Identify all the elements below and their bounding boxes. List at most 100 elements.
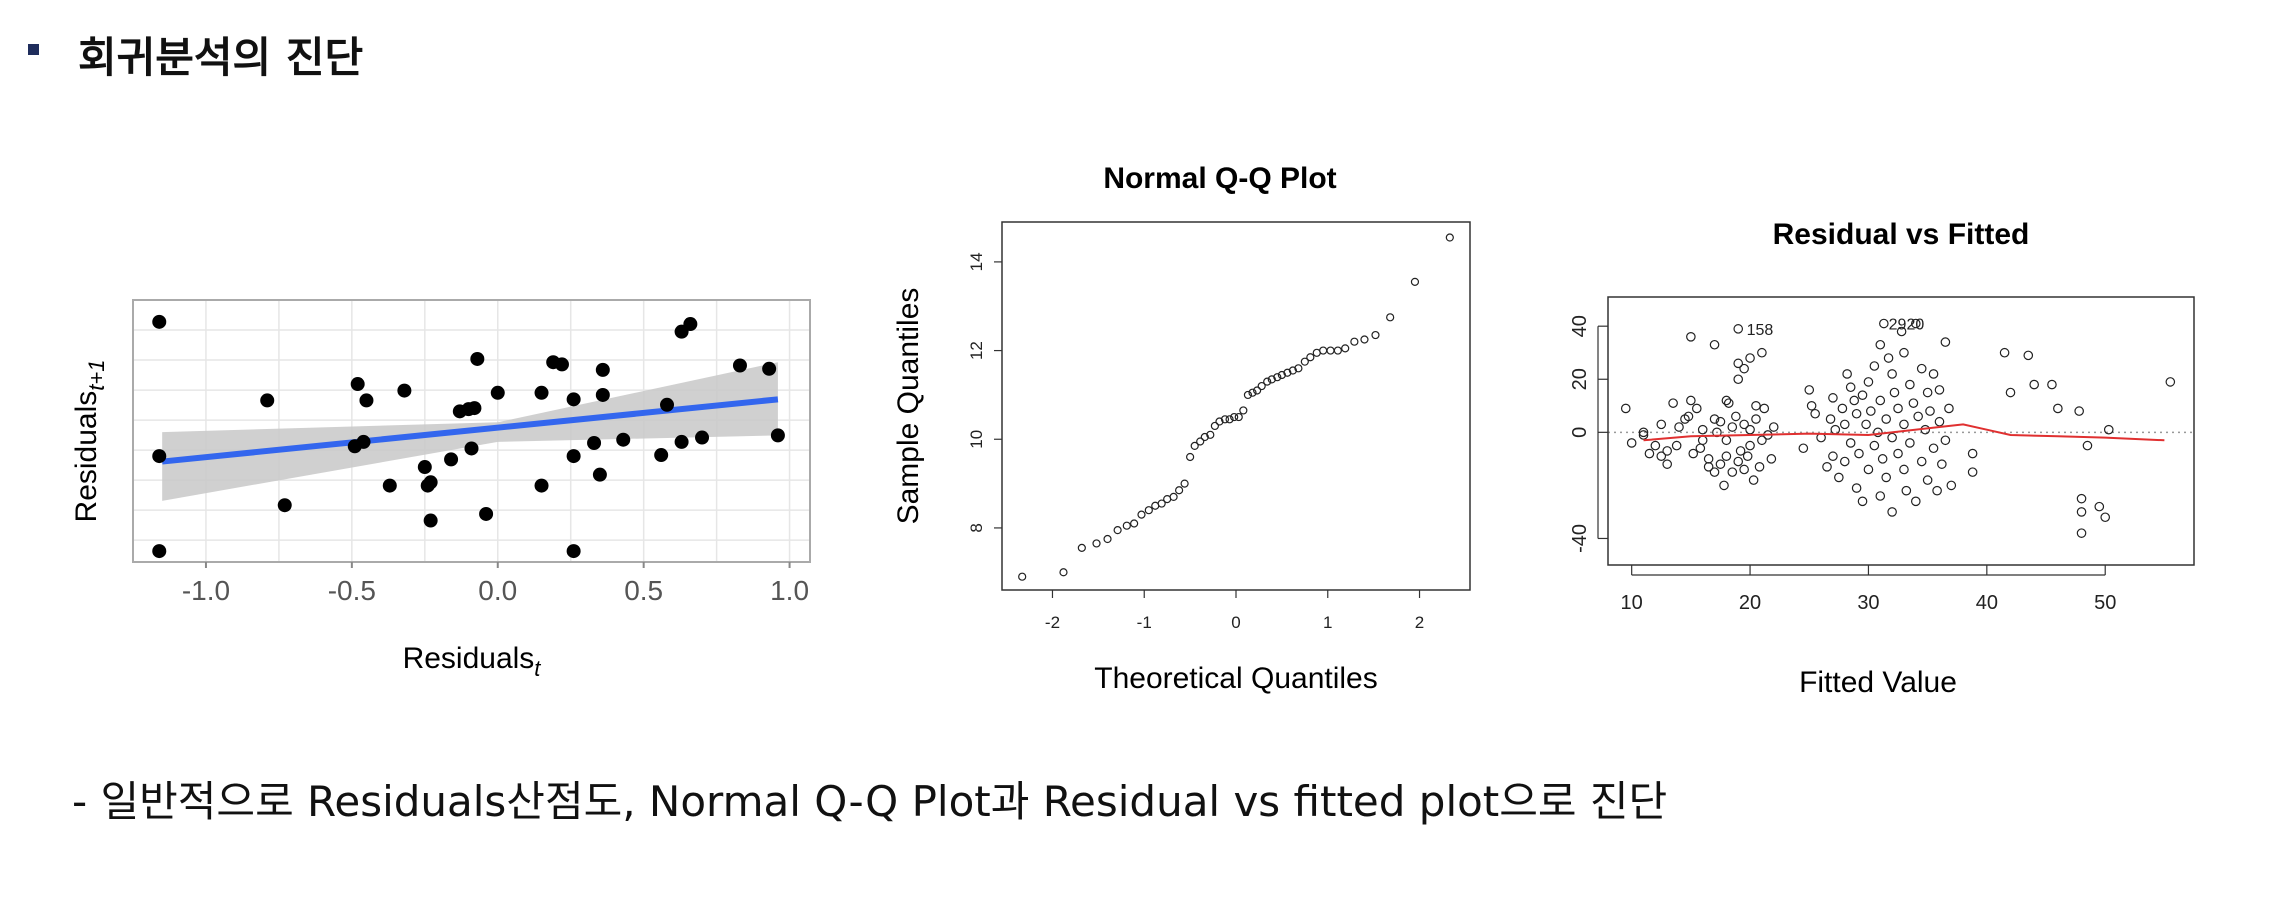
data-point [423, 513, 438, 528]
data-point [1709, 467, 1720, 477]
data-point [2076, 507, 2087, 517]
data-point [1723, 398, 1734, 408]
data-point [1018, 572, 1027, 581]
data-point [1849, 395, 1860, 406]
data-point [1350, 337, 1359, 346]
data-point [1697, 435, 1708, 446]
data-point [1739, 363, 1749, 374]
data-point [1916, 363, 1927, 374]
data-point [1662, 459, 1672, 469]
y-ticks: -40 0 20 40 [1569, 315, 1608, 553]
x-tick-label: 40 [1976, 592, 1998, 614]
data-point [1445, 233, 1454, 242]
x-tick-label: 0.0 [478, 575, 517, 606]
data-point [1656, 451, 1667, 462]
data-point [1650, 440, 1661, 451]
data-point [1922, 475, 1933, 485]
page-title: 회귀분석의 진단 [78, 33, 364, 82]
data-point [1899, 464, 1909, 475]
data-point [1137, 510, 1146, 519]
data-point [1837, 403, 1848, 414]
data-point [1733, 324, 1744, 334]
data-point [1869, 361, 1880, 371]
data-point [1757, 347, 1767, 358]
data-point [1267, 375, 1276, 384]
data-point [1934, 416, 1945, 427]
data-point [1662, 446, 1672, 456]
data-point [1288, 366, 1297, 375]
data-point [1881, 414, 1892, 424]
data-point [1186, 452, 1195, 462]
data-point [1905, 379, 1915, 390]
data-point [1828, 393, 1838, 403]
data-point [1940, 337, 1951, 347]
data-point [732, 358, 747, 373]
data-point [1889, 387, 1900, 398]
data-point [1709, 414, 1720, 424]
data-point [1934, 385, 1945, 395]
data-point [1913, 411, 1923, 422]
data-point [1709, 339, 1720, 350]
data-point [444, 452, 459, 467]
data-point [1910, 318, 1921, 329]
data-point [674, 434, 689, 449]
data-point [1733, 456, 1744, 467]
data-points [152, 314, 785, 559]
fit-line [161, 396, 779, 465]
y-tick-label: -40 [1569, 524, 1591, 553]
plot-frame [132, 299, 811, 563]
data-point [1234, 412, 1243, 422]
data-point [595, 362, 610, 377]
data-point [1757, 435, 1767, 446]
data-point [1306, 353, 1315, 362]
data-point [1751, 414, 1761, 424]
data-point [1999, 347, 2010, 358]
data-point [1695, 443, 1706, 454]
data-point [1735, 446, 1746, 456]
data-point [1839, 419, 1850, 430]
data-point [1857, 496, 1868, 507]
x-tick-label: -2 [1045, 613, 1060, 632]
data-point [2103, 424, 2114, 435]
data-point [2082, 440, 2093, 451]
data-point [1243, 390, 1253, 400]
data-point [1691, 403, 1702, 414]
data-point [152, 449, 167, 464]
data-point [1899, 347, 1909, 358]
data-point [1386, 313, 1395, 322]
data-point [1731, 411, 1741, 422]
data-points [1018, 233, 1454, 581]
data-point [1721, 451, 1732, 462]
data-point [1893, 403, 1903, 414]
x-tick-labels: -1.0 -0.5 0.0 0.5 1.0 [182, 562, 809, 606]
data-point [260, 393, 275, 408]
data-point [1873, 427, 1883, 438]
data-point [1940, 435, 1951, 446]
data-point [1674, 422, 1684, 432]
data-point [1804, 385, 1815, 395]
data-point [356, 434, 371, 449]
data-point [467, 401, 482, 416]
data-point [592, 467, 607, 482]
x-axis-label-base: Residuals [403, 642, 535, 675]
data-point [2005, 387, 2016, 398]
data-point [683, 317, 698, 332]
x-tick-label: 1.0 [770, 575, 809, 606]
data-point [1697, 424, 1708, 435]
data-point [1333, 346, 1342, 355]
data-point [2029, 379, 2039, 390]
data-point [1944, 403, 1954, 414]
data-point [1905, 438, 1915, 448]
data-point [1857, 390, 1868, 400]
data-point [1854, 448, 1864, 459]
data-point [1733, 358, 1744, 369]
chart-title: Residual vs Fitted [1773, 218, 2030, 251]
data-point [1899, 419, 1909, 430]
point-label: 2920 [1889, 317, 1925, 334]
data-point [1946, 480, 1957, 491]
data-point [1842, 369, 1852, 379]
data-point [566, 449, 581, 464]
data-point [152, 314, 167, 329]
data-point [1257, 381, 1266, 391]
data-point [595, 387, 610, 402]
